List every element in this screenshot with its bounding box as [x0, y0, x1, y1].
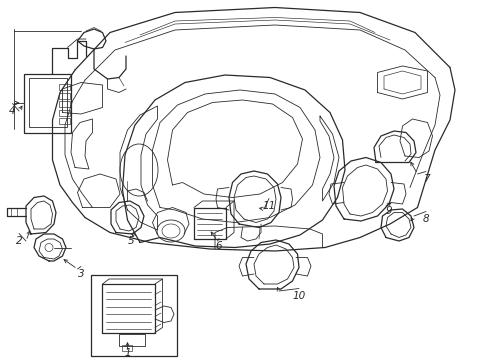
- Text: 2: 2: [16, 236, 22, 246]
- Bar: [122, 345, 131, 351]
- Text: 7: 7: [422, 174, 428, 184]
- Text: 11: 11: [262, 201, 275, 211]
- Bar: [29, 78, 66, 127]
- Bar: [59, 84, 70, 90]
- Bar: [24, 73, 71, 132]
- Bar: [59, 101, 70, 107]
- Text: 5: 5: [127, 236, 134, 246]
- Text: 10: 10: [292, 291, 305, 301]
- Text: 1: 1: [124, 348, 131, 359]
- Bar: [59, 109, 70, 116]
- Bar: [59, 93, 70, 99]
- Text: 6: 6: [215, 241, 222, 251]
- Text: 4: 4: [9, 106, 16, 116]
- Bar: [119, 333, 145, 346]
- Text: 8: 8: [422, 214, 428, 224]
- Text: 9: 9: [385, 206, 391, 216]
- Bar: [59, 118, 70, 124]
- Bar: [91, 275, 177, 356]
- Text: 3: 3: [78, 269, 84, 279]
